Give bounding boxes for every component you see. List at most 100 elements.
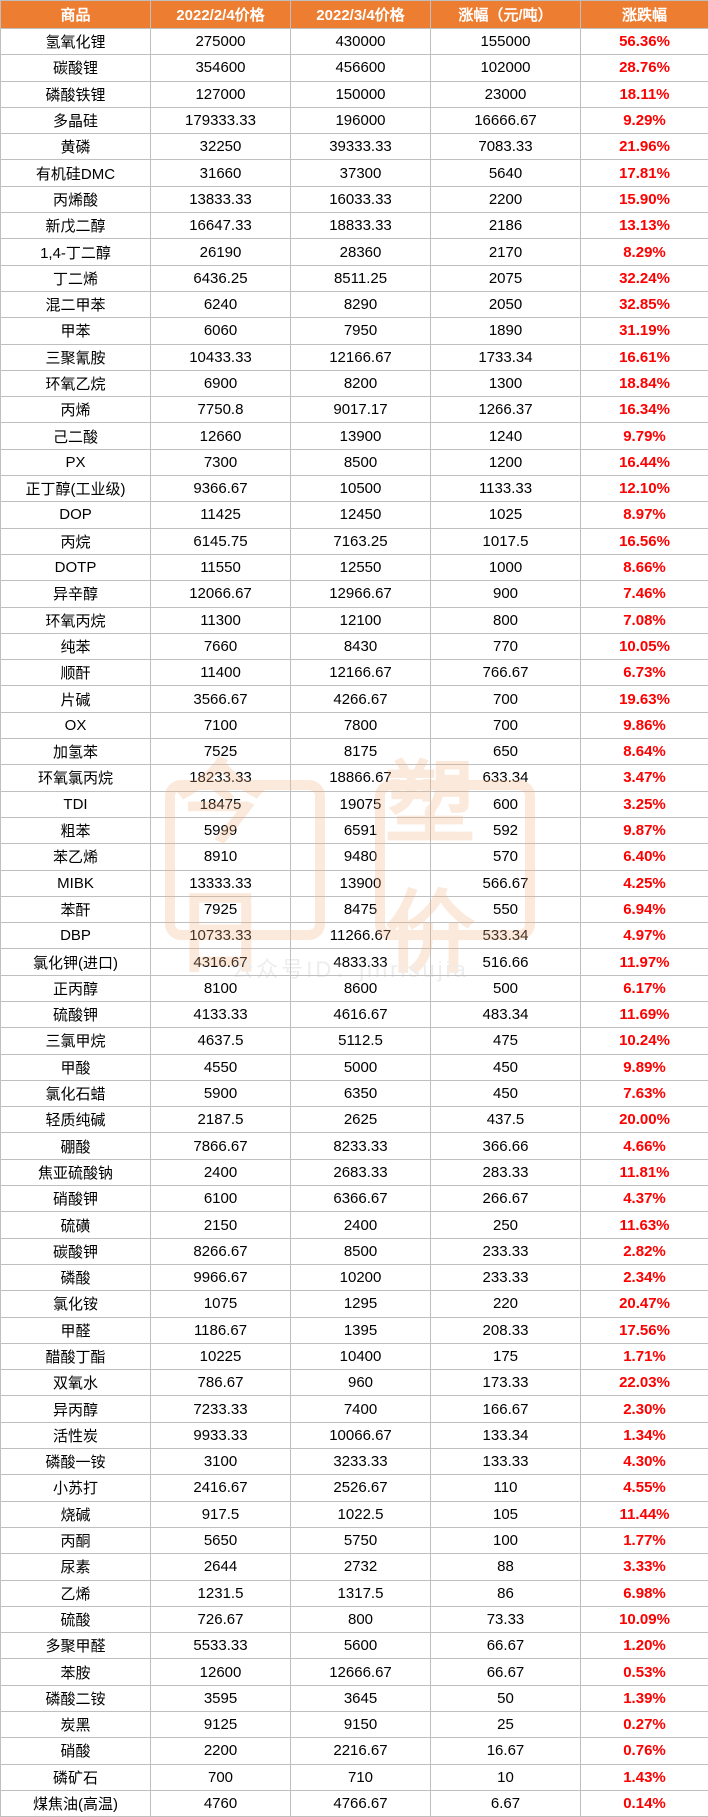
cell-number: 275000 — [151, 29, 291, 55]
cell-number: 2400 — [291, 1212, 431, 1238]
cell-number: 127000 — [151, 81, 291, 107]
cell-percent: 10.09% — [581, 1606, 708, 1632]
cell-product: 氯化石蜡 — [1, 1080, 151, 1106]
cell-product: 磷酸 — [1, 1264, 151, 1290]
cell-percent: 16.61% — [581, 344, 708, 370]
cell-number: 283.33 — [431, 1159, 581, 1185]
table-row: 丙酮565057501001.77% — [1, 1527, 708, 1553]
cell-number: 4760 — [151, 1790, 291, 1816]
table-row: DOP114251245010258.97% — [1, 502, 708, 528]
cell-product: 三氯甲烷 — [1, 1028, 151, 1054]
cell-number: 700 — [151, 1764, 291, 1790]
cell-number: 516.66 — [431, 949, 581, 975]
table-row: 多聚甲醛5533.33560066.671.20% — [1, 1633, 708, 1659]
cell-number: 11550 — [151, 554, 291, 580]
cell-number: 196000 — [291, 107, 431, 133]
table-row: 粗苯599965915929.87% — [1, 817, 708, 843]
cell-number: 5650 — [151, 1527, 291, 1553]
cell-number: 12660 — [151, 423, 291, 449]
cell-number: 233.33 — [431, 1264, 581, 1290]
table-row: 正丁醇(工业级)9366.67105001133.3312.10% — [1, 476, 708, 502]
cell-number: 650 — [431, 739, 581, 765]
cell-number: 88 — [431, 1554, 581, 1580]
cell-percent: 9.86% — [581, 712, 708, 738]
cell-percent: 3.25% — [581, 791, 708, 817]
cell-number: 155000 — [431, 29, 581, 55]
cell-product: 氯化钾(进口) — [1, 949, 151, 975]
cell-percent: 16.34% — [581, 397, 708, 423]
table-row: 混二甲苯62408290205032.85% — [1, 291, 708, 317]
cell-product: 硫磺 — [1, 1212, 151, 1238]
cell-number: 592 — [431, 817, 581, 843]
cell-number: 208.33 — [431, 1317, 581, 1343]
cell-number: 8290 — [291, 291, 431, 317]
cell-product: 丙烯酸 — [1, 186, 151, 212]
cell-number: 9933.33 — [151, 1422, 291, 1448]
cell-product: 有机硅DMC — [1, 160, 151, 186]
cell-product: 顺酐 — [1, 660, 151, 686]
cell-product: 环氧丙烷 — [1, 607, 151, 633]
cell-number: 6060 — [151, 318, 291, 344]
table-row: 正丙醇810086005006.17% — [1, 975, 708, 1001]
cell-product: 环氧氯丙烷 — [1, 765, 151, 791]
cell-number: 250 — [431, 1212, 581, 1238]
cell-product: 混二甲苯 — [1, 291, 151, 317]
col-header-4: 涨跌幅 — [581, 1, 708, 29]
table-row: 丁二烯6436.258511.25207532.24% — [1, 265, 708, 291]
table-row: DBP10733.3311266.67533.344.97% — [1, 923, 708, 949]
table-row: 三氯甲烷4637.55112.547510.24% — [1, 1028, 708, 1054]
cell-percent: 0.14% — [581, 1790, 708, 1816]
cell-product: 煤焦油(高温) — [1, 1790, 151, 1816]
cell-product: 磷矿石 — [1, 1764, 151, 1790]
cell-number: 1200 — [431, 449, 581, 475]
cell-number: 11425 — [151, 502, 291, 528]
cell-number: 1025 — [431, 502, 581, 528]
cell-number: 9966.67 — [151, 1264, 291, 1290]
cell-number: 16666.67 — [431, 107, 581, 133]
cell-product: 苯酐 — [1, 896, 151, 922]
cell-number: 1186.67 — [151, 1317, 291, 1343]
cell-percent: 8.29% — [581, 239, 708, 265]
cell-product: 硫酸钾 — [1, 1001, 151, 1027]
cell-product: 黄磷 — [1, 134, 151, 160]
cell-number: 39333.33 — [291, 134, 431, 160]
cell-number: 73.33 — [431, 1606, 581, 1632]
cell-percent: 2.30% — [581, 1396, 708, 1422]
cell-number: 8100 — [151, 975, 291, 1001]
table-row: 甲酸455050004509.89% — [1, 1054, 708, 1080]
cell-number: 1022.5 — [291, 1501, 431, 1527]
cell-number: 1231.5 — [151, 1580, 291, 1606]
cell-percent: 9.79% — [581, 423, 708, 449]
cell-number: 8233.33 — [291, 1133, 431, 1159]
cell-number: 600 — [431, 791, 581, 817]
cell-number: 2200 — [151, 1738, 291, 1764]
cell-number: 23000 — [431, 81, 581, 107]
table-row: 硝酸钾61006366.67266.674.37% — [1, 1186, 708, 1212]
table-row: 黄磷3225039333.337083.3321.96% — [1, 134, 708, 160]
cell-product: 1,4-丁二醇 — [1, 239, 151, 265]
table-row: 加氢苯752581756508.64% — [1, 739, 708, 765]
cell-number: 5000 — [291, 1054, 431, 1080]
cell-number: 2150 — [151, 1212, 291, 1238]
cell-number: 354600 — [151, 55, 291, 81]
cell-product: 多晶硅 — [1, 107, 151, 133]
cell-product: 丁二烯 — [1, 265, 151, 291]
cell-number: 900 — [431, 581, 581, 607]
cell-product: 磷酸铁锂 — [1, 81, 151, 107]
table-row: 环氧丙烷11300121008007.08% — [1, 607, 708, 633]
cell-percent: 4.66% — [581, 1133, 708, 1159]
table-row: 碳酸钾8266.678500233.332.82% — [1, 1238, 708, 1264]
table-row: 甲醛1186.671395208.3317.56% — [1, 1317, 708, 1343]
cell-number: 800 — [291, 1606, 431, 1632]
cell-product: DOP — [1, 502, 151, 528]
cell-number: 4616.67 — [291, 1001, 431, 1027]
cell-number: 6.67 — [431, 1790, 581, 1816]
table-row: 氯化石蜡590063504507.63% — [1, 1080, 708, 1106]
cell-number: 8266.67 — [151, 1238, 291, 1264]
cell-number: 6591 — [291, 817, 431, 843]
cell-number: 110 — [431, 1475, 581, 1501]
cell-number: 3595 — [151, 1685, 291, 1711]
cell-number: 4266.67 — [291, 686, 431, 712]
cell-product: 苯胺 — [1, 1659, 151, 1685]
table-row: 硫酸726.6780073.3310.09% — [1, 1606, 708, 1632]
